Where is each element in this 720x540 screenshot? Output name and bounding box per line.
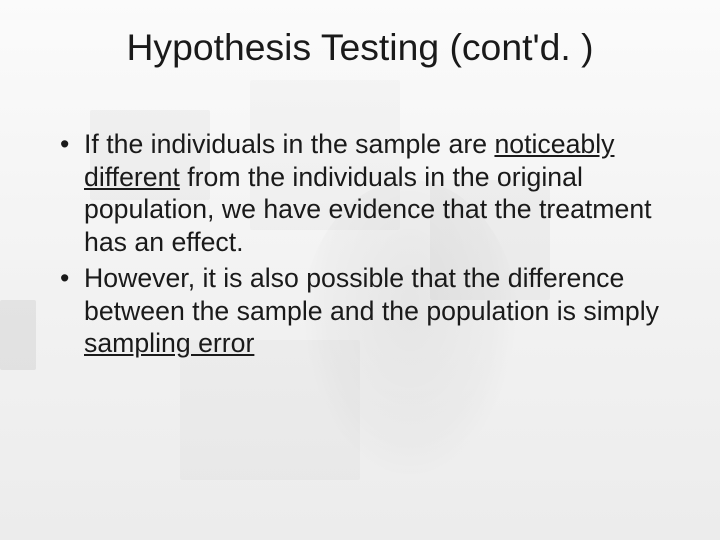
bullet-item: However, it is also possible that the di… xyxy=(54,262,660,360)
bullet-list: If the individuals in the sample are not… xyxy=(54,128,660,360)
bullet-item: If the individuals in the sample are not… xyxy=(54,128,660,258)
bg-shape xyxy=(0,300,36,370)
text-run: sampling error xyxy=(84,328,254,358)
slide-body: If the individuals in the sample are not… xyxy=(54,128,660,364)
slide: Hypothesis Testing (cont'd. ) If the ind… xyxy=(0,0,720,540)
slide-title: Hypothesis Testing (cont'd. ) xyxy=(0,26,720,69)
text-run: If the individuals in the sample are xyxy=(84,129,494,159)
text-run: However, it is also possible that the di… xyxy=(84,263,659,326)
